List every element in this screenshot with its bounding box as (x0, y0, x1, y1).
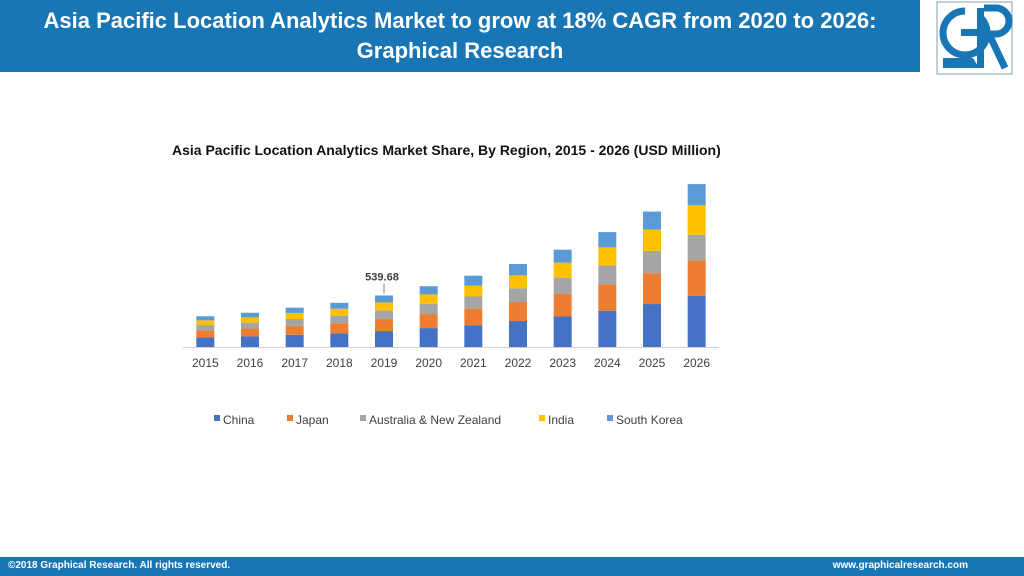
bar-2021-india (464, 285, 483, 297)
bar-2016-china (241, 336, 259, 347)
bar-2024-japan (598, 284, 617, 311)
bar-2016-japan (241, 328, 259, 337)
bar-2020-japan (419, 314, 438, 329)
x-tick-label: 2016 (237, 356, 264, 370)
bar-2022-japan (509, 302, 527, 322)
x-tick-label: 2023 (549, 356, 576, 370)
bar-2017-south-korea (285, 307, 304, 313)
x-tick-label: 2026 (683, 356, 710, 370)
bar-2024-india (598, 247, 617, 266)
page-title: Asia Pacific Location Analytics Market t… (43, 8, 877, 63)
bar-2026-japan (687, 260, 706, 296)
bar-2026-india (687, 205, 706, 235)
bar-2023-australia-new-zealand (553, 277, 572, 294)
bar-2020-india (419, 294, 438, 304)
bar-2021-australia-new-zealand (464, 296, 483, 309)
bar-2017-china (285, 334, 304, 347)
legend-swatch-china (214, 415, 220, 421)
legend-label: South Korea (616, 413, 683, 427)
bar-2021-china (464, 325, 483, 347)
bar-2017-australia-new-zealand (285, 319, 304, 326)
legend-label: Australia & New Zealand (369, 413, 501, 427)
bar-2018-australia-new-zealand (330, 315, 349, 324)
x-tick-label: 2018 (326, 356, 353, 370)
copyright-text: ©2018 Graphical Research. All rights res… (8, 560, 231, 571)
bar-2023-south-korea (553, 249, 572, 263)
legend-swatch-south-korea (607, 415, 613, 421)
bar-2019-china (375, 331, 393, 347)
bar-2026-south-korea (687, 184, 706, 206)
bar-2026-australia-new-zealand (687, 234, 706, 261)
bar-2021-japan (464, 308, 483, 326)
bar-2021-south-korea (464, 275, 483, 286)
x-tick-label: 2022 (505, 356, 532, 370)
bar-2018-south-korea (330, 302, 349, 309)
bar-2015-south-korea (196, 316, 215, 321)
bar-2015-china (196, 337, 215, 347)
bar-2024-south-korea (598, 232, 617, 248)
bar-2022-india (509, 275, 527, 289)
bar-2022-china (509, 321, 527, 347)
bar-2016-australia-new-zealand (241, 322, 259, 329)
bar-2025-australia-new-zealand (643, 250, 661, 274)
legend-label: India (548, 413, 574, 427)
footer-bar: ©2018 Graphical Research. All rights res… (0, 557, 1024, 576)
x-tick-label: 2015 (192, 356, 219, 370)
bar-2018-india (330, 308, 349, 316)
bar-2018-china (330, 333, 349, 347)
bar-2018-japan (330, 323, 349, 334)
legend-swatch-japan (287, 415, 293, 421)
bar-2019-japan (375, 319, 393, 332)
website-link[interactable]: www.graphicalresearch.com (832, 560, 968, 571)
bar-2017-japan (285, 325, 304, 335)
bar-2015-japan (196, 330, 215, 338)
legend-label: Japan (296, 413, 329, 427)
header-banner: Asia Pacific Location Analytics Market t… (0, 0, 920, 72)
x-tick-label: 2019 (371, 356, 398, 370)
bar-2024-china (598, 310, 617, 347)
bar-2025-japan (643, 273, 661, 305)
x-tick-label: 2025 (639, 356, 666, 370)
x-tick-label: 2021 (460, 356, 487, 370)
bar-2015-india (196, 320, 215, 326)
bar-2019-india (375, 302, 393, 311)
bar-2023-japan (553, 293, 572, 317)
legend-label: China (223, 413, 255, 427)
annotation-label: 539.68 (365, 271, 399, 283)
bar-2019-south-korea (375, 295, 393, 303)
bar-2025-india (643, 229, 661, 251)
graphical-research-logo-icon (936, 1, 1013, 75)
bar-2022-south-korea (509, 263, 527, 276)
legend-swatch-australia-new-zealand (360, 415, 366, 421)
bar-2016-india (241, 317, 259, 323)
bar-2023-india (553, 262, 572, 278)
bar-2017-india (285, 312, 304, 320)
bar-2020-south-korea (419, 286, 438, 295)
chart-title: Asia Pacific Location Analytics Market S… (172, 142, 721, 158)
bar-2025-china (643, 304, 661, 347)
x-tick-label: 2020 (415, 356, 442, 370)
bar-2026-china (687, 295, 706, 347)
bar-2016-south-korea (241, 312, 259, 318)
bar-2022-australia-new-zealand (509, 288, 527, 303)
x-tick-label: 2017 (281, 356, 308, 370)
bar-2020-china (419, 328, 438, 347)
bar-2015-australia-new-zealand (196, 325, 215, 331)
x-tick-label: 2024 (594, 356, 621, 370)
legend-swatch-india (539, 415, 545, 421)
bar-2020-australia-new-zealand (419, 303, 438, 315)
logo (921, 0, 1024, 76)
bar-2023-china (553, 316, 572, 347)
bar-2024-australia-new-zealand (598, 265, 617, 285)
bar-2025-south-korea (643, 211, 661, 230)
bar-2019-australia-new-zealand (375, 310, 393, 320)
